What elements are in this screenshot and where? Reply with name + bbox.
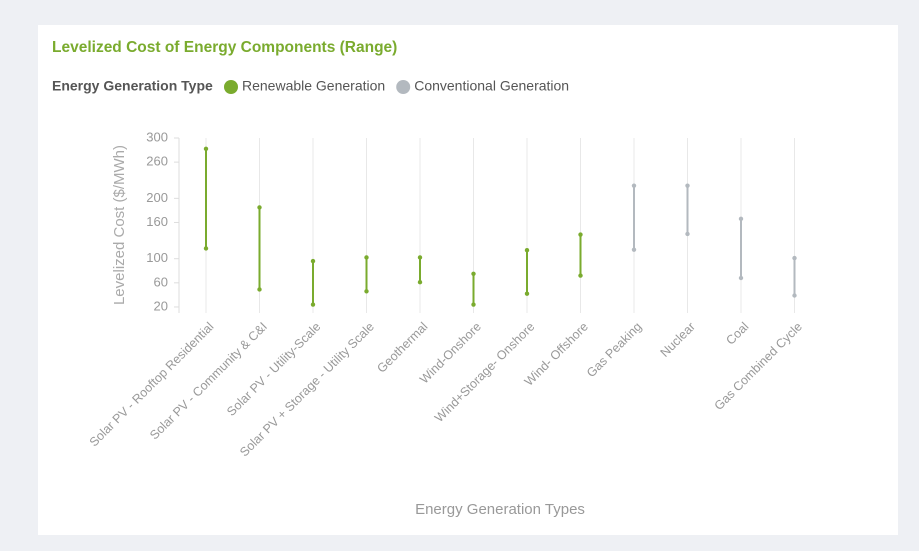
y-axis-title: Levelized Cost ($/MWh) bbox=[111, 145, 128, 305]
range-high bbox=[578, 232, 583, 237]
y-tick-label: 160 bbox=[146, 214, 168, 229]
range-low bbox=[792, 293, 797, 298]
range-low bbox=[578, 273, 583, 278]
x-axis-title: Energy Generation Types bbox=[415, 501, 585, 518]
range-low bbox=[471, 302, 476, 307]
legend-swatch bbox=[396, 80, 411, 94]
legend-label: Renewable Generation bbox=[242, 78, 385, 94]
legend-swatch bbox=[223, 80, 238, 94]
range-low bbox=[524, 291, 530, 296]
range-high bbox=[738, 216, 744, 222]
range-low bbox=[257, 287, 262, 292]
legend-label: Conventional Generation bbox=[414, 78, 569, 94]
range-high bbox=[203, 146, 209, 152]
range-low bbox=[738, 275, 744, 281]
range-low bbox=[364, 289, 369, 294]
range-high bbox=[631, 183, 637, 188]
y-tick-label: 300 bbox=[146, 129, 168, 144]
y-tick-label: 100 bbox=[146, 250, 168, 265]
range-low bbox=[417, 280, 423, 285]
y-tick-label: 60 bbox=[154, 274, 168, 289]
range-high bbox=[524, 248, 530, 253]
y-tick-label: 200 bbox=[146, 190, 168, 205]
range-high bbox=[685, 183, 690, 188]
card bbox=[38, 25, 898, 535]
range-low bbox=[310, 302, 316, 307]
legend-title: Energy Generation Type bbox=[52, 78, 213, 94]
range-high bbox=[310, 258, 316, 264]
range-high bbox=[792, 255, 797, 261]
range-low bbox=[685, 231, 690, 237]
y-tick-label: 260 bbox=[146, 154, 168, 169]
range-low bbox=[631, 247, 637, 252]
range-high bbox=[471, 271, 476, 276]
chart-title: Levelized Cost of Energy Components (Ran… bbox=[52, 39, 397, 56]
y-tick-label: 20 bbox=[154, 298, 168, 313]
range-high bbox=[257, 205, 262, 210]
range-high bbox=[364, 255, 369, 260]
range-low bbox=[203, 246, 209, 251]
range-high bbox=[417, 255, 423, 260]
